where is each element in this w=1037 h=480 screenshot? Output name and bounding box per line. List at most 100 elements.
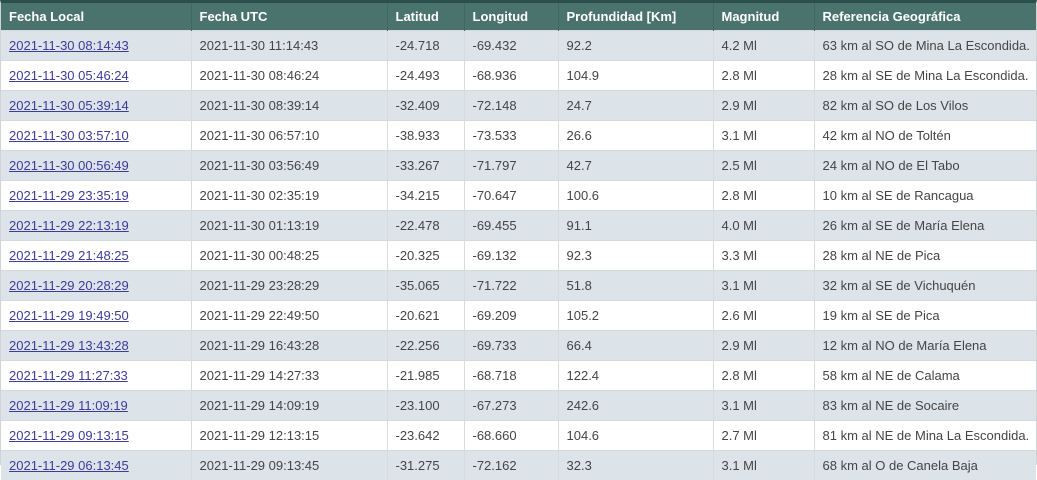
cell-referencia: 81 km al NE de Mina La Escondida. bbox=[814, 421, 1036, 451]
cell-latitud: -22.256 bbox=[387, 331, 464, 361]
cell-referencia: 83 km al NE de Socaire bbox=[814, 391, 1036, 421]
cell-longitud: -68.660 bbox=[464, 421, 558, 451]
cell-magnitud: 2.9 Ml bbox=[713, 91, 814, 121]
cell-longitud: -70.647 bbox=[464, 181, 558, 211]
cell-longitud: -72.148 bbox=[464, 91, 558, 121]
cell-referencia: 32 km al SE de Vichuquén bbox=[814, 271, 1036, 301]
cell-fecha_local: 2021-11-30 05:39:14 bbox=[1, 91, 191, 121]
cell-profundidad: 105.2 bbox=[558, 301, 713, 331]
cell-magnitud: 3.3 Ml bbox=[713, 241, 814, 271]
cell-fecha_local: 2021-11-29 09:13:15 bbox=[1, 421, 191, 451]
cell-fecha_local: 2021-11-30 00:56:49 bbox=[1, 151, 191, 181]
cell-fecha_utc: 2021-11-29 16:43:28 bbox=[191, 331, 387, 361]
cell-magnitud: 3.1 Ml bbox=[713, 451, 814, 480]
column-header-latitud: Latitud bbox=[387, 3, 464, 31]
cell-latitud: -24.493 bbox=[387, 61, 464, 91]
cell-magnitud: 2.7 Ml bbox=[713, 421, 814, 451]
column-header-referencia: Referencia Geográfica bbox=[814, 3, 1036, 31]
cell-longitud: -69.209 bbox=[464, 301, 558, 331]
cell-magnitud: 3.1 Ml bbox=[713, 271, 814, 301]
event-detail-link[interactable]: 2021-11-30 05:39:14 bbox=[9, 98, 129, 113]
cell-longitud: -68.718 bbox=[464, 361, 558, 391]
cell-fecha_utc: 2021-11-29 23:28:29 bbox=[191, 271, 387, 301]
event-detail-link[interactable]: 2021-11-30 03:57:10 bbox=[9, 128, 129, 143]
cell-latitud: -31.275 bbox=[387, 451, 464, 480]
event-detail-link[interactable]: 2021-11-29 11:09:19 bbox=[9, 398, 128, 413]
cell-latitud: -24.718 bbox=[387, 31, 464, 61]
event-row: 2021-11-29 06:13:45 2021-11-29 09:13:45-3… bbox=[1, 451, 1036, 480]
cell-longitud: -73.533 bbox=[464, 121, 558, 151]
event-row: 2021-11-30 05:46:24 2021-11-30 08:46:24-2… bbox=[1, 61, 1036, 91]
cell-latitud: -32.409 bbox=[387, 91, 464, 121]
cell-latitud: -22.478 bbox=[387, 211, 464, 241]
cell-fecha_utc: 2021-11-30 11:14:43 bbox=[191, 31, 387, 61]
column-header-magnitud: Magnitud bbox=[713, 3, 814, 31]
cell-latitud: -34.215 bbox=[387, 181, 464, 211]
event-detail-link[interactable]: 2021-11-29 21:48:25 bbox=[9, 248, 129, 263]
cell-fecha_local: 2021-11-29 22:13:19 bbox=[1, 211, 191, 241]
cell-profundidad: 24.7 bbox=[558, 91, 713, 121]
cell-longitud: -69.432 bbox=[464, 31, 558, 61]
cell-longitud: -69.132 bbox=[464, 241, 558, 271]
cell-latitud: -21.985 bbox=[387, 361, 464, 391]
event-detail-link[interactable]: 2021-11-29 11:27:33 bbox=[9, 368, 128, 383]
cell-referencia: 12 km al NO de María Elena bbox=[814, 331, 1036, 361]
cell-referencia: 82 km al SO de Los Vilos bbox=[814, 91, 1036, 121]
column-header-fecha_local: Fecha Local bbox=[1, 3, 191, 31]
cell-latitud: -38.933 bbox=[387, 121, 464, 151]
cell-profundidad: 51.8 bbox=[558, 271, 713, 301]
cell-latitud: -23.100 bbox=[387, 391, 464, 421]
cell-fecha_utc: 2021-11-30 08:46:24 bbox=[191, 61, 387, 91]
event-detail-link[interactable]: 2021-11-29 13:43:28 bbox=[9, 338, 129, 353]
cell-magnitud: 2.8 Ml bbox=[713, 181, 814, 211]
cell-longitud: -71.797 bbox=[464, 151, 558, 181]
event-detail-link[interactable]: 2021-11-30 00:56:49 bbox=[9, 158, 129, 173]
cell-fecha_utc: 2021-11-29 09:13:45 bbox=[191, 451, 387, 480]
cell-magnitud: 4.2 Ml bbox=[713, 31, 814, 61]
cell-magnitud: 2.9 Ml bbox=[713, 331, 814, 361]
event-row: 2021-11-29 22:13:19 2021-11-30 01:13:19-2… bbox=[1, 211, 1036, 241]
event-detail-link[interactable]: 2021-11-29 09:13:15 bbox=[9, 428, 129, 443]
event-row: 2021-11-29 23:35:19 2021-11-30 02:35:19-3… bbox=[1, 181, 1036, 211]
cell-fecha_local: 2021-11-29 19:49:50 bbox=[1, 301, 191, 331]
cell-fecha_local: 2021-11-30 05:46:24 bbox=[1, 61, 191, 91]
cell-referencia: 42 km al NO de Toltén bbox=[814, 121, 1036, 151]
cell-magnitud: 3.1 Ml bbox=[713, 391, 814, 421]
cell-profundidad: 66.4 bbox=[558, 331, 713, 361]
column-header-profundidad: Profundidad [Km] bbox=[558, 3, 713, 31]
cell-referencia: 28 km al SE de Mina La Escondida. bbox=[814, 61, 1036, 91]
cell-fecha_local: 2021-11-29 23:35:19 bbox=[1, 181, 191, 211]
cell-magnitud: 2.8 Ml bbox=[713, 61, 814, 91]
event-detail-link[interactable]: 2021-11-29 22:13:19 bbox=[9, 218, 129, 233]
cell-longitud: -69.733 bbox=[464, 331, 558, 361]
event-detail-link[interactable]: 2021-11-29 06:13:45 bbox=[9, 458, 129, 473]
cell-fecha_local: 2021-11-29 06:13:45 bbox=[1, 451, 191, 480]
cell-profundidad: 92.3 bbox=[558, 241, 713, 271]
cell-fecha_utc: 2021-11-30 02:35:19 bbox=[191, 181, 387, 211]
cell-referencia: 26 km al SE de María Elena bbox=[814, 211, 1036, 241]
cell-latitud: -33.267 bbox=[387, 151, 464, 181]
event-row: 2021-11-29 13:43:28 2021-11-29 16:43:28-2… bbox=[1, 331, 1036, 361]
cell-profundidad: 92.2 bbox=[558, 31, 713, 61]
event-row: 2021-11-30 08:14:43 2021-11-30 11:14:43-2… bbox=[1, 31, 1036, 61]
event-detail-link[interactable]: 2021-11-29 20:28:29 bbox=[9, 278, 129, 293]
cell-referencia: 10 km al SE de Rancagua bbox=[814, 181, 1036, 211]
cell-latitud: -20.621 bbox=[387, 301, 464, 331]
cell-fecha_local: 2021-11-29 21:48:25 bbox=[1, 241, 191, 271]
event-detail-link[interactable]: 2021-11-29 19:49:50 bbox=[9, 308, 129, 323]
cell-fecha_utc: 2021-11-29 14:09:19 bbox=[191, 391, 387, 421]
cell-fecha_utc: 2021-11-30 00:48:25 bbox=[191, 241, 387, 271]
event-detail-link[interactable]: 2021-11-30 08:14:43 bbox=[9, 38, 129, 53]
cell-profundidad: 26.6 bbox=[558, 121, 713, 151]
cell-magnitud: 2.5 Ml bbox=[713, 151, 814, 181]
cell-fecha_utc: 2021-11-30 01:13:19 bbox=[191, 211, 387, 241]
event-detail-link[interactable]: 2021-11-29 23:35:19 bbox=[9, 188, 129, 203]
cell-longitud: -68.936 bbox=[464, 61, 558, 91]
event-detail-link[interactable]: 2021-11-30 05:46:24 bbox=[9, 68, 129, 83]
